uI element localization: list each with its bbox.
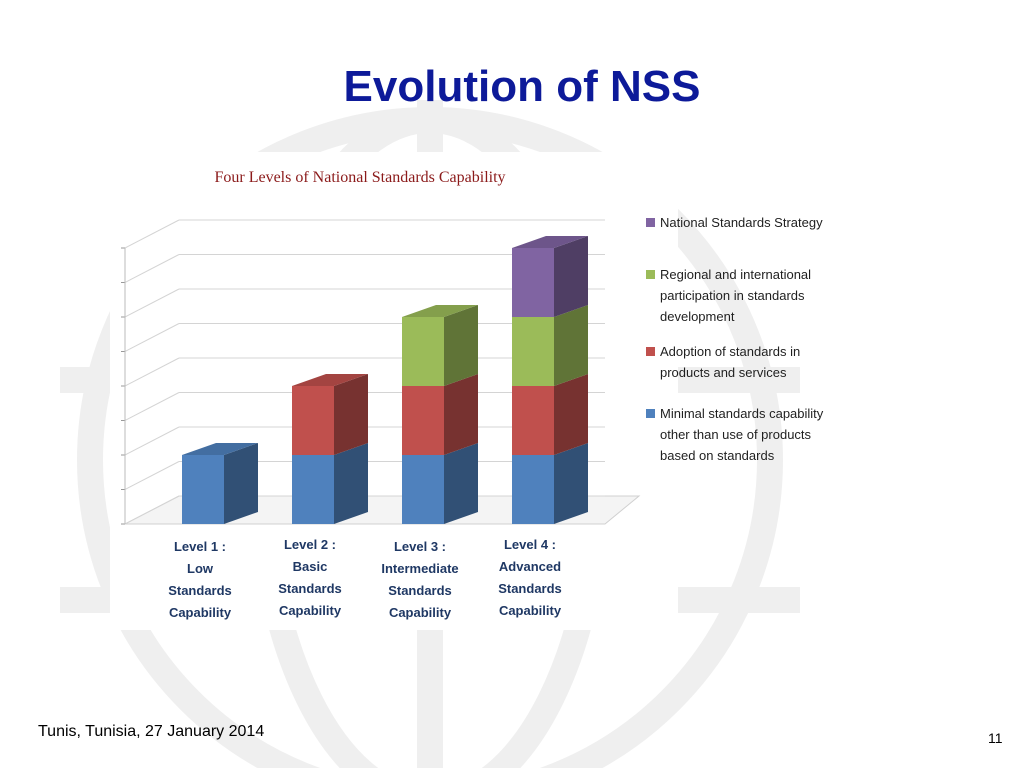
legend-label-line: based on standards xyxy=(660,448,775,463)
bar-level-4-series-4 xyxy=(512,248,554,317)
category-label-level-3: Level 3 : Intermediate Standards Capability xyxy=(365,536,475,624)
category-label-level-4: Level 4 : Advanced Standards Capability xyxy=(475,534,585,622)
footer-location-date: Tunis, Tunisia, 27 January 2014 xyxy=(38,723,265,740)
legend-label-line: products and services xyxy=(660,365,787,380)
legend-label-line: development xyxy=(660,309,735,324)
category-label-line: Level 1 : xyxy=(173,539,227,554)
gridline-side xyxy=(124,495,180,525)
legend-label-line: Adoption of standards in xyxy=(660,344,801,359)
slide-title: Evolution of NSS xyxy=(343,62,701,111)
category-label-level-1: Level 1 : Low Standards Capability xyxy=(145,536,255,624)
category-label-line: Advanced xyxy=(498,559,562,574)
gridline-side xyxy=(124,323,180,352)
legend-label-line: Regional and international xyxy=(660,267,812,282)
bar-top-level-2 xyxy=(292,374,368,386)
bar-top-level-4 xyxy=(512,236,588,248)
bar-level-2-series-2 xyxy=(292,386,334,455)
category-label-line: Low xyxy=(187,561,213,576)
category-label-line: Standards xyxy=(388,583,452,598)
gridline-side xyxy=(124,392,180,421)
chart-bars xyxy=(182,236,588,524)
gridline-side xyxy=(124,288,180,318)
bar-top-level-1 xyxy=(182,443,258,455)
category-label-line: Capability xyxy=(388,605,452,620)
bar-side-level-3-series-2 xyxy=(444,374,478,455)
legend-label: Regional and international participation … xyxy=(660,264,860,327)
gridline-side xyxy=(124,219,180,249)
bar-level-2-series-1 xyxy=(292,455,334,524)
bar-side-level-3-series-1 xyxy=(444,443,478,524)
legend-swatch xyxy=(646,409,655,418)
category-label-line: Intermediate xyxy=(381,561,459,576)
gridline-side xyxy=(124,357,180,387)
chart-title: Four Levels of National Standards Capabi… xyxy=(214,169,505,186)
chart-plot: Four Levels of National Standards Capabi… xyxy=(121,169,641,525)
legend-label-line: other than use of products xyxy=(660,427,812,442)
bar-level-3-series-1 xyxy=(402,455,444,524)
bar-level-4-series-3 xyxy=(512,317,554,386)
bar-side-level-2-series-1 xyxy=(334,443,368,524)
bar-side-level-2-series-2 xyxy=(334,374,368,455)
category-label-line: Level 4 : xyxy=(503,537,557,552)
gridline-side xyxy=(124,461,180,490)
legend-label-line: participation in standards xyxy=(660,288,805,303)
bar-level-4-series-2 xyxy=(512,386,554,455)
category-label-line: Level 3 : xyxy=(393,539,447,554)
category-label-level-2: Level 2 : Basic Standards Capability xyxy=(255,534,365,622)
page-number: 11 xyxy=(988,730,1003,746)
bar-side-level-4-series-3 xyxy=(554,305,588,386)
category-label-line: Capability xyxy=(168,605,232,620)
category-label-line: Capability xyxy=(498,603,562,618)
gridline-side xyxy=(124,426,180,456)
legend-label: Minimal standards capability other than u… xyxy=(660,403,860,466)
category-label-line: Basic xyxy=(292,559,328,574)
legend-swatch xyxy=(646,218,655,227)
bar-side-level-3-series-3 xyxy=(444,305,478,386)
bar-top-level-3 xyxy=(402,305,478,317)
bar-side-level-1-series-1 xyxy=(224,443,258,524)
legend-swatch xyxy=(646,347,655,356)
bar-side-level-4-series-2 xyxy=(554,374,588,455)
category-label-line: Capability xyxy=(278,603,342,618)
legend-swatch xyxy=(646,270,655,279)
bar-level-3-series-2 xyxy=(402,386,444,455)
chart-panel: Four Levels of National Standards Capabi… xyxy=(110,152,678,630)
gridline-side xyxy=(124,254,180,283)
category-label-line: Standards xyxy=(168,583,232,598)
legend-label: Adoption of standards in products and ser… xyxy=(660,341,860,383)
bar-side-level-4-series-1 xyxy=(554,443,588,524)
legend-label: National Standards Strategy xyxy=(660,212,860,233)
bar-level-1-series-1 xyxy=(182,455,224,524)
category-label-line: Level 2 : xyxy=(283,537,337,552)
legend-label-line: Minimal standards capability xyxy=(660,406,824,421)
category-label-line: Standards xyxy=(278,581,342,596)
bar-side-level-4-series-4 xyxy=(554,236,588,317)
bar-level-4-series-1 xyxy=(512,455,554,524)
category-label-line: Standards xyxy=(498,581,562,596)
bar-level-3-series-3 xyxy=(402,317,444,386)
legend-label-line: National Standards Strategy xyxy=(660,215,823,230)
